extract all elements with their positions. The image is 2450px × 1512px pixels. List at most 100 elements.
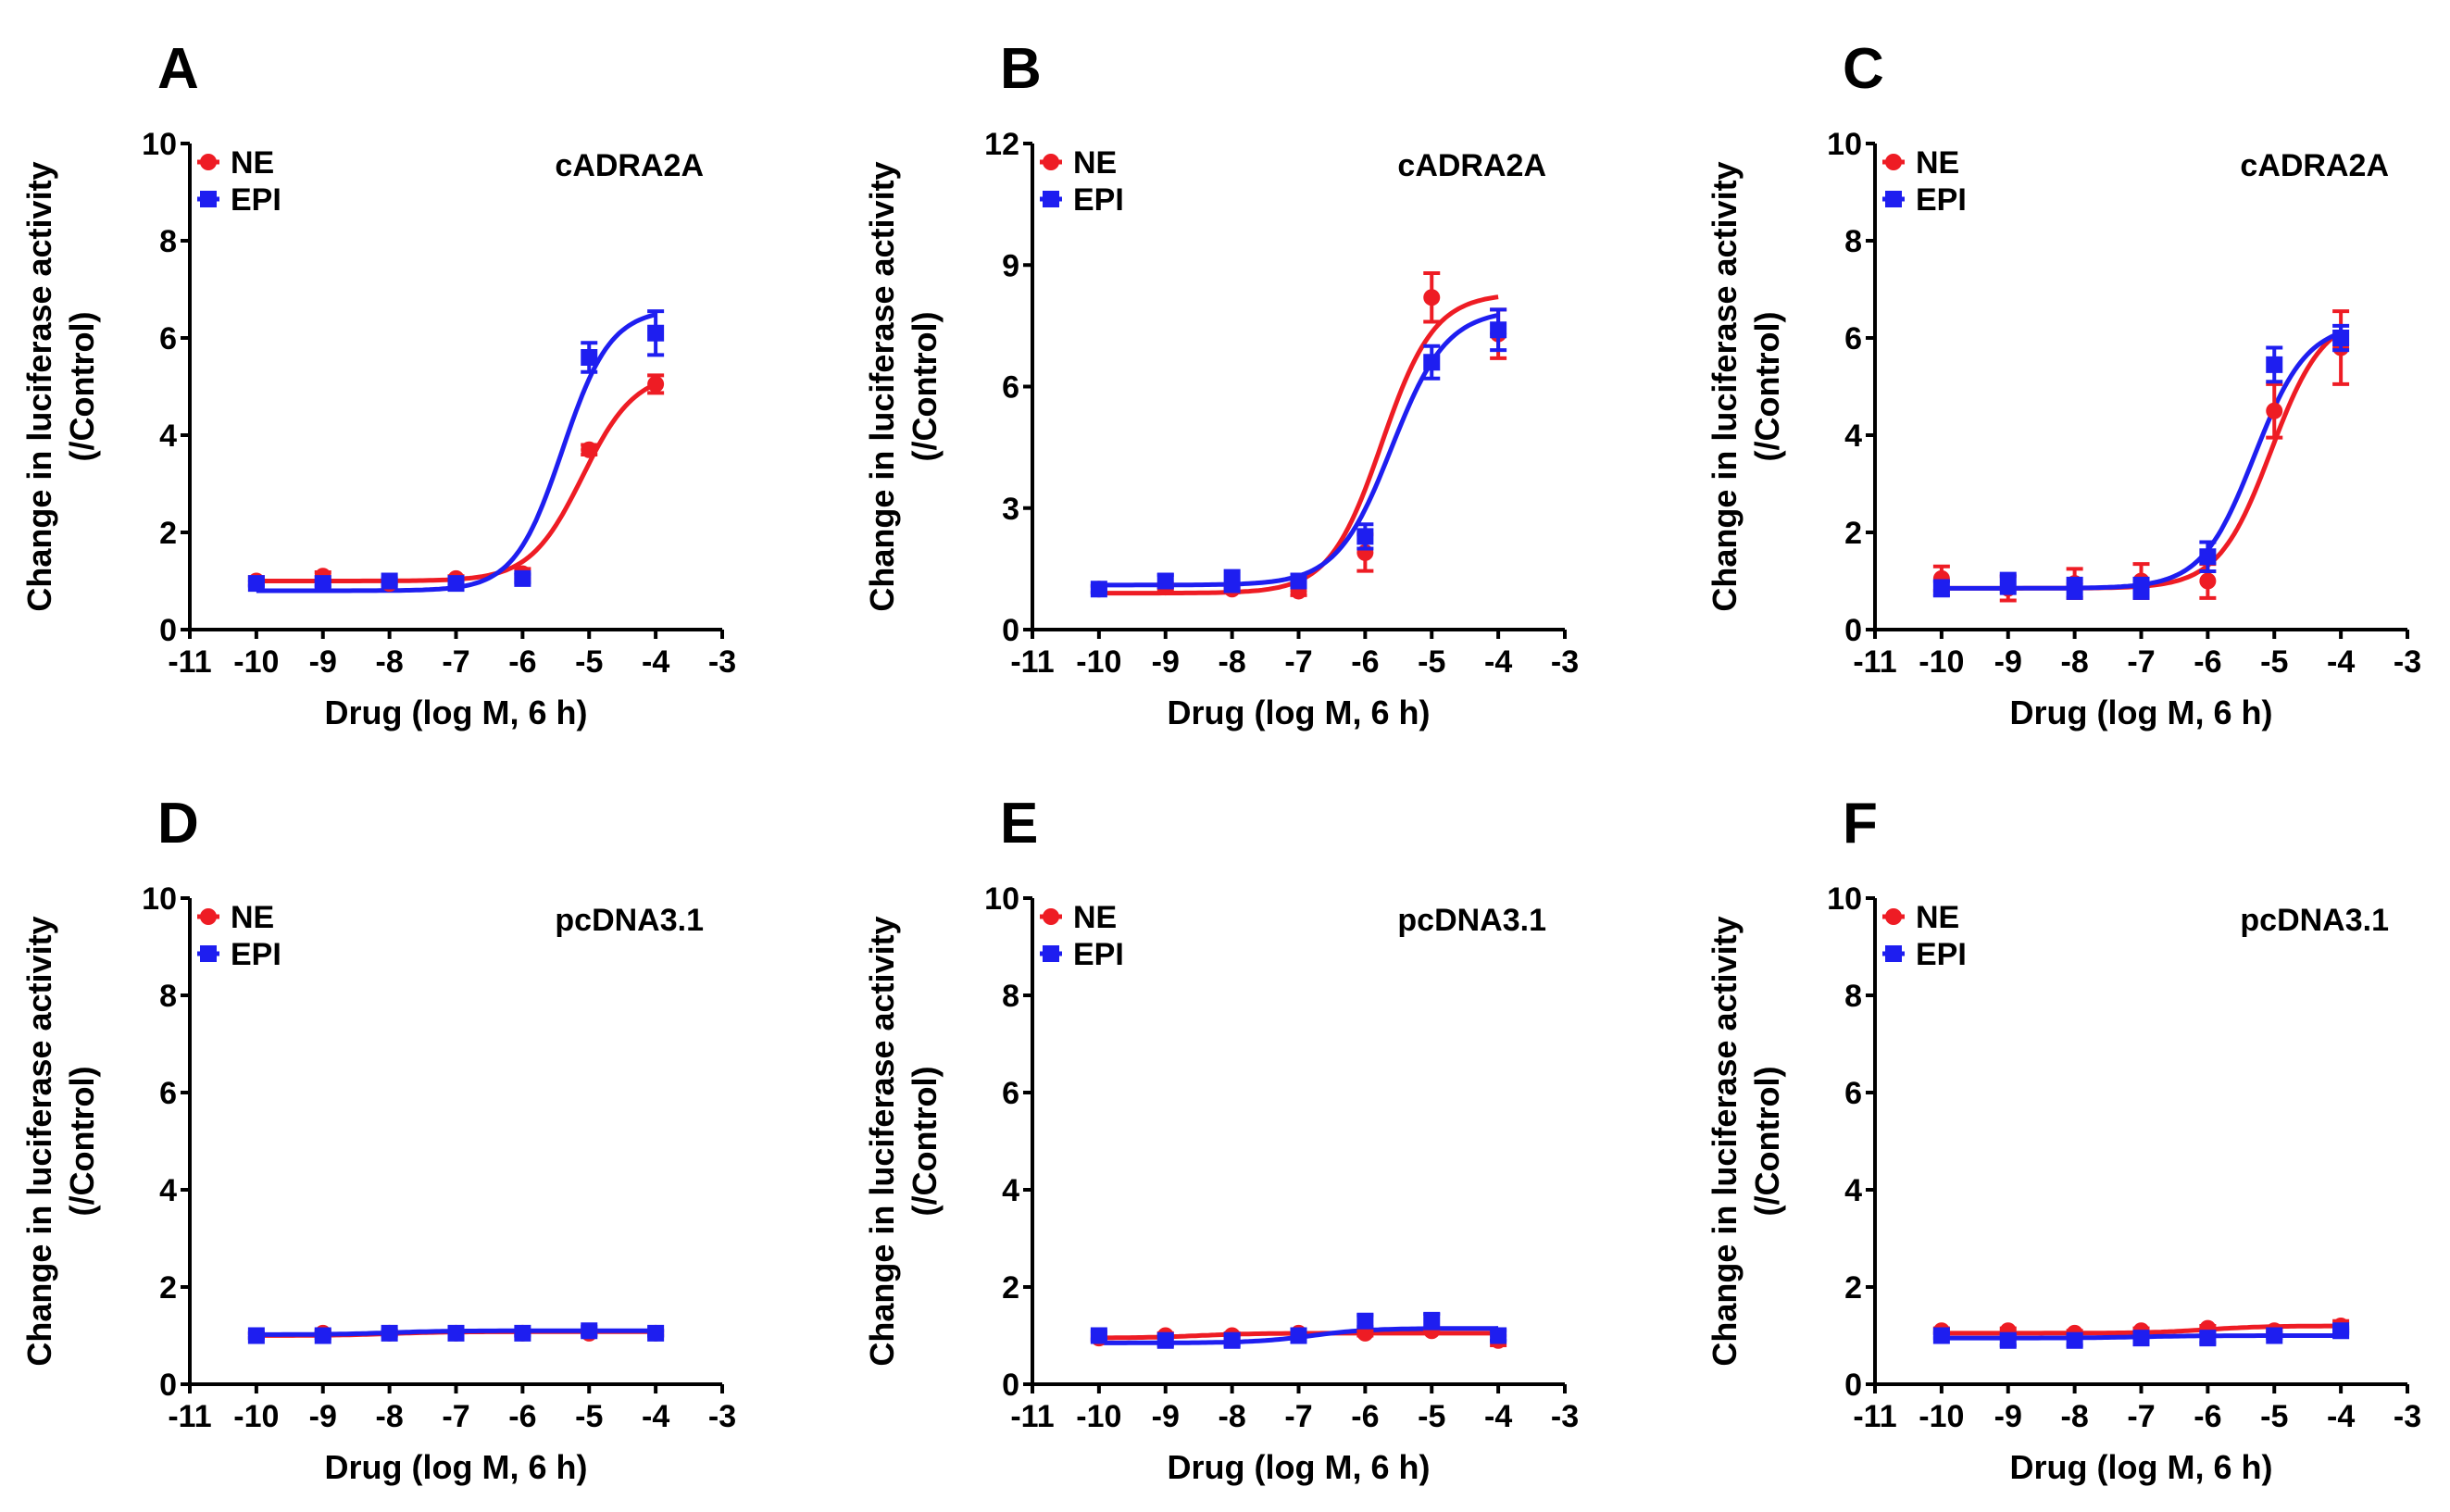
x-tick-label: -9 [1152, 644, 1180, 680]
data-point-ne [2199, 572, 2217, 590]
data-point-epi [1932, 1327, 1950, 1344]
data-point-ne [1423, 289, 1441, 306]
data-point-epi [2132, 1330, 2150, 1347]
legend-label-epi: EPI [1916, 937, 1967, 972]
fit-curve-ne [256, 381, 657, 583]
x-tick-label: -5 [1418, 1399, 1445, 1434]
y-axis-label: Change in luciferase activity (/Control) [863, 161, 944, 611]
data-point-epi [2332, 1322, 2350, 1340]
data-point-epi [447, 575, 465, 593]
panel-a: A 0 2 4 6 8 10 -11 -10 -9 -8 -7 -6 -5 -4 -3 Drug (log M,… [20, 37, 736, 731]
data-point-ne [2266, 402, 2283, 419]
legend-marker-epi [1043, 191, 1059, 207]
y-tick-label: 10 [142, 127, 177, 162]
x-tick-label: -8 [376, 1399, 404, 1434]
data-point-ne [647, 375, 665, 393]
x-tick-label: -6 [2194, 1399, 2221, 1434]
legend-marker-ne [1885, 908, 1902, 925]
construct-label: cADRA2A [2240, 148, 2389, 183]
y-tick-label: 4 [1844, 1173, 1862, 1208]
y-axis-label: Change in luciferase activity (/Control) [1706, 161, 1786, 611]
x-tick-label: -6 [1351, 1399, 1379, 1434]
x-axis-label: Drug (log M, 6 h) [1168, 694, 1431, 731]
y-tick-label: 4 [1844, 419, 1862, 454]
y-axis-label-line: (/Control) [63, 312, 101, 462]
y-tick-label: 0 [1002, 613, 1019, 648]
legend-marker-ne [200, 154, 217, 170]
legend-label-epi: EPI [231, 937, 281, 972]
panel-e: E 0 2 4 6 8 10 -11 -10 -9 -8 -7 -6 -5 -4 -3 Drug (log M,… [863, 792, 1579, 1486]
construct-label: pcDNA3.1 [2240, 903, 2389, 938]
construct-label: cADRA2A [1397, 148, 1546, 183]
x-tick-label: -4 [642, 1399, 669, 1434]
fit-curve-ne [1098, 294, 1499, 596]
y-tick-label: 2 [1844, 1270, 1862, 1306]
y-tick-label: 8 [159, 224, 177, 259]
x-axis-label: Drug (log M, 6 h) [2010, 1448, 2273, 1486]
y-tick-label: 2 [1844, 516, 1862, 551]
y-tick-label: 8 [159, 979, 177, 1014]
legend-label-ne: NE [1073, 900, 1117, 935]
y-tick-label: 10 [984, 881, 1019, 917]
data-point-epi [1223, 1331, 1241, 1349]
y-tick-label: 4 [159, 1173, 177, 1208]
x-tick-label: -11 [1853, 1399, 1896, 1434]
x-tick-label: -3 [2394, 1399, 2421, 1434]
x-tick-label: -11 [168, 1399, 211, 1434]
data-point-epi [447, 1324, 465, 1342]
x-tick-label: -7 [442, 1399, 469, 1434]
data-point-epi [314, 1327, 331, 1344]
x-tick-label: -9 [1152, 1399, 1180, 1434]
x-tick-label: -10 [1076, 1399, 1121, 1434]
y-tick-label: 6 [1844, 1076, 1862, 1111]
y-axis-label-line: (/Control) [906, 312, 944, 462]
data-point-epi [2266, 356, 2283, 373]
x-tick-label: -10 [233, 1399, 279, 1434]
legend-label-ne: NE [1073, 145, 1117, 181]
data-point-epi [1290, 572, 1307, 590]
legend-marker-ne [200, 908, 217, 925]
legend-marker-epi [200, 191, 217, 207]
legend-label-ne: NE [231, 900, 274, 935]
x-axis-label: Drug (log M, 6 h) [325, 694, 588, 731]
y-axis-label: Change in luciferase activity (/Control) [20, 916, 101, 1366]
y-tick-label: 6 [1002, 1076, 1019, 1111]
x-tick-label: -11 [1010, 1399, 1054, 1434]
x-axis-label: Drug (log M, 6 h) [2010, 694, 2273, 731]
x-tick-label: -9 [1994, 1399, 2022, 1434]
x-tick-label: -8 [1219, 1399, 1246, 1434]
x-tick-label: -3 [708, 644, 736, 680]
y-axis-label-line: Change in luciferase activity [863, 161, 901, 611]
y-tick-label: 9 [1002, 248, 1019, 283]
y-tick-label: 6 [159, 1076, 177, 1111]
x-axis-label: Drug (log M, 6 h) [325, 1448, 588, 1486]
data-point-epi [2266, 1327, 2283, 1344]
x-tick-label: -10 [233, 644, 279, 680]
x-axis-label: Drug (log M, 6 h) [1168, 1448, 1431, 1486]
x-tick-label: -7 [442, 644, 469, 680]
x-tick-label: -10 [1076, 644, 1121, 680]
data-point-epi [1156, 572, 1174, 590]
y-axis-label-line: Change in luciferase activity [1706, 916, 1744, 1366]
y-axis-label: Change in luciferase activity (/Control) [1706, 916, 1786, 1366]
panel-b: B 0 3 6 9 12 -11 -10 -9 -8 -7 -6 -5 -4 -3 Drug (log M, … [863, 37, 1579, 731]
x-tick-label: -10 [1919, 1399, 1964, 1434]
data-point-epi [1490, 1327, 1507, 1344]
legend-marker-epi [1043, 945, 1059, 962]
x-tick-label: -7 [2127, 1399, 2155, 1434]
panel-letter: D [157, 792, 199, 856]
data-point-epi [581, 349, 598, 366]
y-tick-label: 8 [1002, 979, 1019, 1014]
y-tick-label: 10 [1827, 127, 1862, 162]
x-tick-label: -7 [2127, 644, 2155, 680]
y-tick-label: 4 [1002, 1173, 1019, 1208]
data-point-ne [581, 441, 598, 458]
data-point-epi [1223, 572, 1241, 590]
panel-c: C 0 2 4 6 8 10 -11 -10 -9 -8 -7 -6 -5 -4 -3 Drug (log M,… [1706, 37, 2421, 731]
y-axis-label-line: (/Control) [1748, 1067, 1786, 1217]
x-tick-label: -11 [1010, 644, 1054, 680]
legend-marker-ne [1043, 154, 1059, 170]
y-tick-label: 0 [159, 1368, 177, 1403]
x-tick-label: -7 [1284, 1399, 1312, 1434]
